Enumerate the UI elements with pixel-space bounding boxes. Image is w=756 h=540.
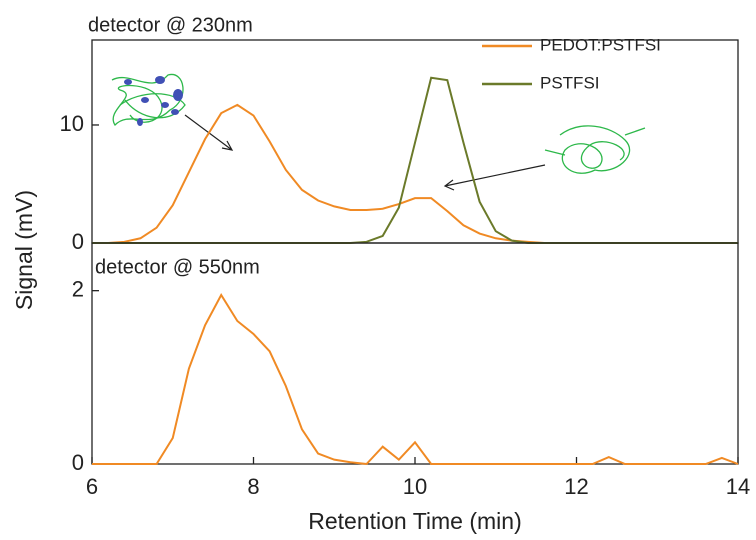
data-line	[92, 292, 739, 466]
x-tick-label: 12	[564, 474, 588, 499]
arrow	[184, 114, 546, 191]
illustration	[111, 73, 646, 174]
data-line	[92, 103, 738, 244]
y-tick-label: 2	[72, 276, 84, 301]
y-tick-label: 0	[72, 450, 84, 475]
illustration-dots	[124, 76, 183, 126]
data-line	[92, 76, 738, 244]
panel-title: detector @ 550nm	[95, 256, 260, 278]
panel-title: detector @ 230nm	[88, 14, 253, 36]
y-tick-label: 10	[60, 111, 84, 136]
y-tick-label: 0	[72, 229, 84, 254]
legend-label: PEDOT:PSTFSI	[540, 35, 661, 54]
x-tick-label: 10	[403, 474, 427, 499]
x-tick-label: 6	[86, 474, 98, 499]
y-axis-title: Signal (mV)	[11, 190, 37, 310]
x-tick-label: 8	[247, 474, 259, 499]
legend-label: PSTFSI	[540, 73, 600, 92]
x-tick-label: 14	[726, 474, 750, 499]
x-axis-title: Retention Time (min)	[308, 508, 521, 534]
